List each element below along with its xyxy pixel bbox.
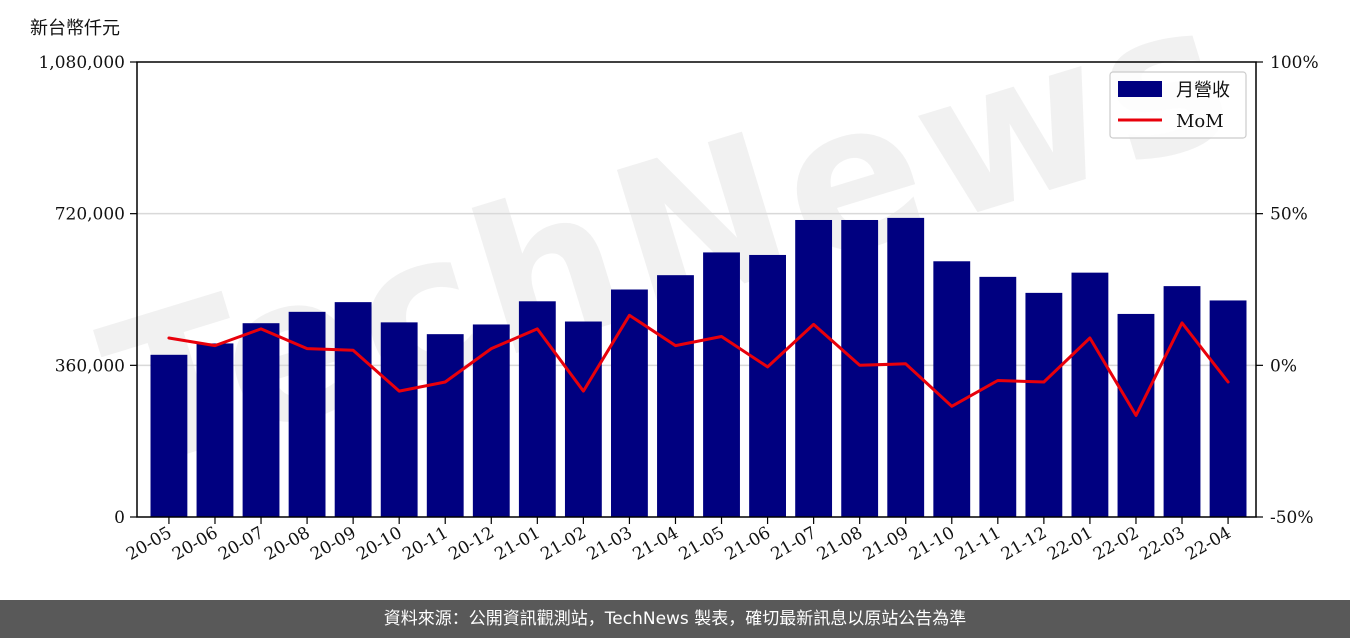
x-axis-label: 22-01 <box>1044 523 1096 565</box>
mom-point-21-01 <box>536 328 538 330</box>
right-axis-label: -50% <box>1270 508 1314 528</box>
bar-20-08 <box>288 311 326 517</box>
mom-point-21-11 <box>997 380 999 381</box>
bar-20-07 <box>242 323 280 517</box>
bar-22-03 <box>1163 286 1201 517</box>
x-axis-label: 21-09 <box>860 523 912 565</box>
bar-20-06 <box>196 343 234 517</box>
left-axis-label: 1,080,000 <box>38 53 125 73</box>
mom-point-21-08 <box>859 364 861 366</box>
x-axis-label: 21-03 <box>583 523 635 565</box>
x-axis-label: 21-02 <box>537 523 589 565</box>
bar-22-01 <box>1071 272 1109 517</box>
mom-point-20-08 <box>306 348 308 350</box>
legend-label-line: MoM <box>1176 111 1224 132</box>
x-axis-label: 20-07 <box>215 523 267 565</box>
plot-frame <box>136 61 1257 518</box>
bar-20-12 <box>472 324 510 517</box>
y-axis-unit-label: 新台幣仟元 <box>30 18 120 39</box>
mom-point-21-12 <box>1043 381 1045 383</box>
bar-21-03 <box>611 289 648 517</box>
x-axis-label: 21-05 <box>676 523 728 565</box>
x-axis-label: 20-12 <box>445 523 497 565</box>
bar-21-02 <box>564 321 602 517</box>
bar-21-09 <box>887 217 925 517</box>
x-axis-label: 20-08 <box>261 523 313 565</box>
mom-point-22-01 <box>1089 337 1091 339</box>
mom-point-21-03 <box>628 314 630 316</box>
x-axis-label: 21-12 <box>998 523 1050 565</box>
chart-svg: TechNews0360,000720,0001,080,000-50%0%50… <box>38 0 1319 565</box>
mom-point-21-06 <box>767 366 769 368</box>
mom-point-22-04 <box>1227 381 1229 383</box>
x-axis-label: 20-09 <box>307 523 359 565</box>
mom-point-20-12 <box>490 348 492 350</box>
x-axis-label: 22-02 <box>1090 523 1142 565</box>
mom-point-20-10 <box>398 390 400 392</box>
mom-point-21-09 <box>905 363 907 365</box>
mom-point-20-06 <box>214 345 216 347</box>
source-footer: 資料來源：公開資訊觀測站，TechNews 製表，確切最新訊息以原站公告為準 <box>0 600 1350 638</box>
bar-21-10 <box>933 261 971 517</box>
x-axis-label: 21-11 <box>952 523 1004 565</box>
bar-21-11 <box>979 276 1017 517</box>
bar-21-08 <box>841 219 879 517</box>
bar-22-04 <box>1209 300 1247 517</box>
mom-point-21-10 <box>951 405 953 407</box>
bar-20-11 <box>426 334 464 517</box>
bar-20-09 <box>334 302 372 517</box>
x-axis-label: 20-11 <box>399 523 451 565</box>
right-axis-label: 0% <box>1270 356 1297 376</box>
bar-21-12 <box>1025 292 1063 517</box>
x-axis-label: 20-06 <box>169 523 221 565</box>
bar-20-10 <box>380 322 418 517</box>
x-axis-label: 22-03 <box>1136 523 1188 565</box>
right-axis-label: 100% <box>1270 53 1319 73</box>
bar-21-07 <box>795 219 833 517</box>
left-axis-label: 0 <box>114 508 125 528</box>
mom-point-22-03 <box>1181 322 1183 324</box>
mom-line <box>167 313 1230 417</box>
mom-point-20-11 <box>444 381 446 383</box>
bar-21-05 <box>703 252 740 518</box>
mom-point-20-09 <box>352 349 354 351</box>
x-axis-label: 22-04 <box>1182 523 1234 565</box>
x-axis-label: 21-08 <box>814 523 866 565</box>
x-axis-label: 21-04 <box>630 523 682 565</box>
x-axis-label: 21-07 <box>768 523 820 565</box>
left-axis-label: 360,000 <box>55 356 125 376</box>
chart-container: TechNews 0 360,000 720,000 1,080,000 -50% 0% 50… <box>30 0 1319 565</box>
x-axis-label: 21-06 <box>722 523 774 565</box>
bar-21-04 <box>657 275 694 517</box>
mom-point-21-07 <box>813 323 815 325</box>
mom-point-20-07 <box>260 328 262 330</box>
bar-21-01 <box>518 301 556 517</box>
mom-point-20-05 <box>168 337 170 339</box>
mom-point-21-02 <box>582 390 584 392</box>
bar-21-06 <box>749 254 786 517</box>
bar-20-05 <box>150 354 188 517</box>
mom-point-21-05 <box>721 336 723 338</box>
mom-point-21-04 <box>674 345 676 347</box>
x-axis-label: 20-10 <box>353 523 405 565</box>
x-axis-label: 21-10 <box>906 523 958 565</box>
mom-point-22-02 <box>1135 414 1137 416</box>
legend-swatch-bar <box>1118 81 1162 97</box>
x-axis-label: 21-01 <box>491 523 543 565</box>
left-axis-label: 720,000 <box>55 205 125 225</box>
right-axis-label: 50% <box>1270 205 1308 225</box>
legend-label-bar: 月營收 <box>1176 80 1230 101</box>
x-axis-label: 20-05 <box>123 523 175 565</box>
